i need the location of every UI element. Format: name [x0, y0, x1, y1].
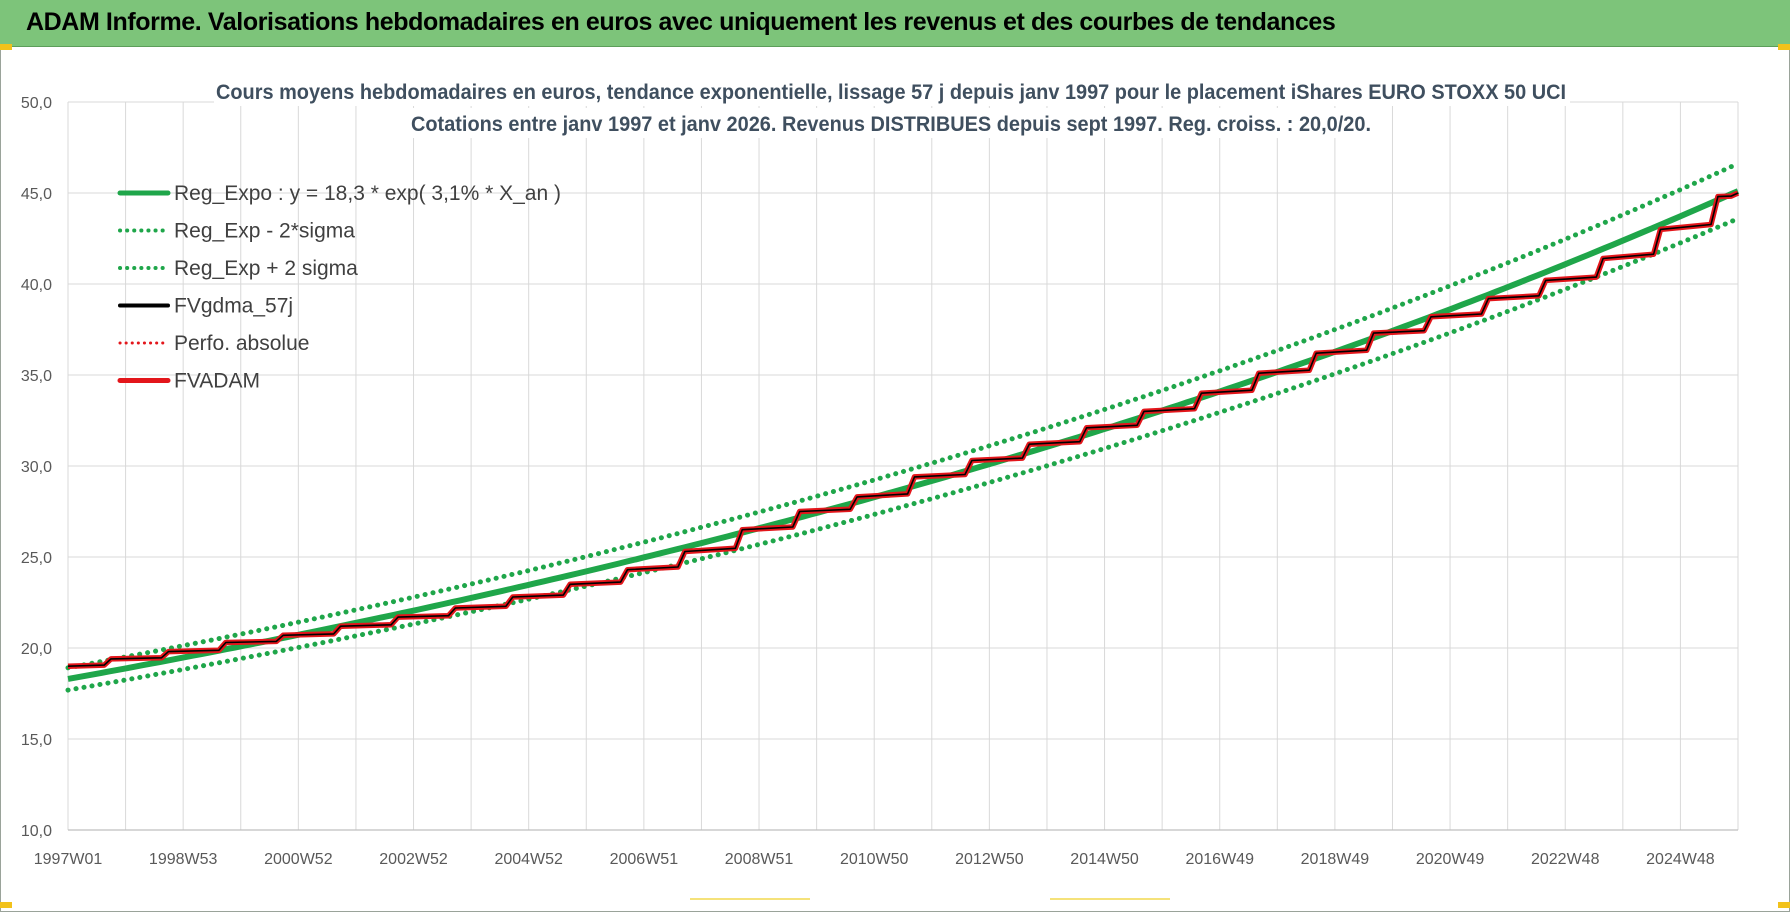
chart-subtitle: Cotations entre janv 1997 et janv 2026. …	[411, 113, 1371, 136]
title-background	[214, 78, 1570, 106]
y-tick-label: 50,0	[21, 95, 52, 112]
series-lines	[65, 161, 1741, 693]
y-tick-label: 40,0	[21, 277, 52, 294]
x-tick-label: 1997W01	[34, 851, 103, 868]
x-tick-label: 2024W48	[1646, 851, 1715, 868]
x-tick-label: 2016W49	[1185, 851, 1254, 868]
y-axis-tick-labels: 10,0 15,0 20,0 25,0 30,0 35,0 40,0 45,0 50,0	[21, 95, 52, 840]
y-tick-label: 35,0	[21, 368, 52, 385]
series-reg-exp-minus-2sigma	[65, 216, 1741, 693]
x-tick-label: 2000W52	[264, 851, 333, 868]
x-tick-label: 2012W50	[955, 851, 1024, 868]
title-banner: ADAM Informe. Valorisations hebdomadaire…	[0, 0, 1790, 47]
x-tick-label: 2006W51	[610, 851, 679, 868]
x-tick-label: 2004W52	[494, 851, 563, 868]
legend: Reg_Expo : y = 18,3 * exp( 3,1% * X_an )…	[117, 182, 561, 393]
y-tick-label: 20,0	[21, 641, 52, 658]
highlight-mark	[690, 898, 810, 900]
corner-marker-top-left	[0, 44, 12, 50]
y-tick-label: 30,0	[21, 459, 52, 476]
x-tick-label: 2020W49	[1416, 851, 1485, 868]
y-tick-label: 45,0	[21, 186, 52, 203]
legend-label: Reg_Exp - 2*sigma	[174, 220, 355, 243]
x-tick-label: 2018W49	[1301, 851, 1370, 868]
x-tick-label: 2014W50	[1070, 851, 1139, 868]
legend-label: Perfo. absolue	[174, 332, 309, 355]
chart-title: Cours moyens hebdomadaires en euros, ten…	[216, 81, 1566, 104]
x-axis-tick-labels: 1997W01 1998W53 2000W52 2002W52 2004W52 2006W…	[34, 851, 1715, 868]
subtitle-background	[406, 108, 1376, 138]
x-tick-label: 2010W50	[840, 851, 909, 868]
corner-marker-bottom-left	[0, 902, 12, 908]
legend-label: Reg_Expo : y = 18,3 * exp( 3,1% * X_an )	[174, 182, 561, 205]
series-reg-exp-plus-2sigma	[65, 161, 1741, 671]
x-tick-label: 1998W53	[149, 851, 218, 868]
series-fvgdma-57j	[67, 192, 1739, 667]
x-tick-label: 2002W52	[379, 851, 448, 868]
y-tick-label: 25,0	[21, 550, 52, 567]
legend-label: Reg_Exp + 2 sigma	[174, 257, 358, 280]
legend-label: FVgdma_57j	[174, 295, 293, 318]
grid-lines	[67, 101, 1739, 831]
x-tick-label: 2022W48	[1531, 851, 1600, 868]
y-tick-label: 10,0	[21, 823, 52, 840]
corner-marker-bottom-right	[1778, 902, 1790, 908]
x-tick-label: 2008W51	[725, 851, 794, 868]
corner-marker-top-right	[1778, 44, 1790, 50]
legend-label: FVADAM	[174, 370, 260, 393]
y-tick-label: 15,0	[21, 732, 52, 749]
highlight-mark	[1050, 898, 1170, 900]
banner-title: ADAM Informe. Valorisations hebdomadaire…	[26, 8, 1336, 36]
